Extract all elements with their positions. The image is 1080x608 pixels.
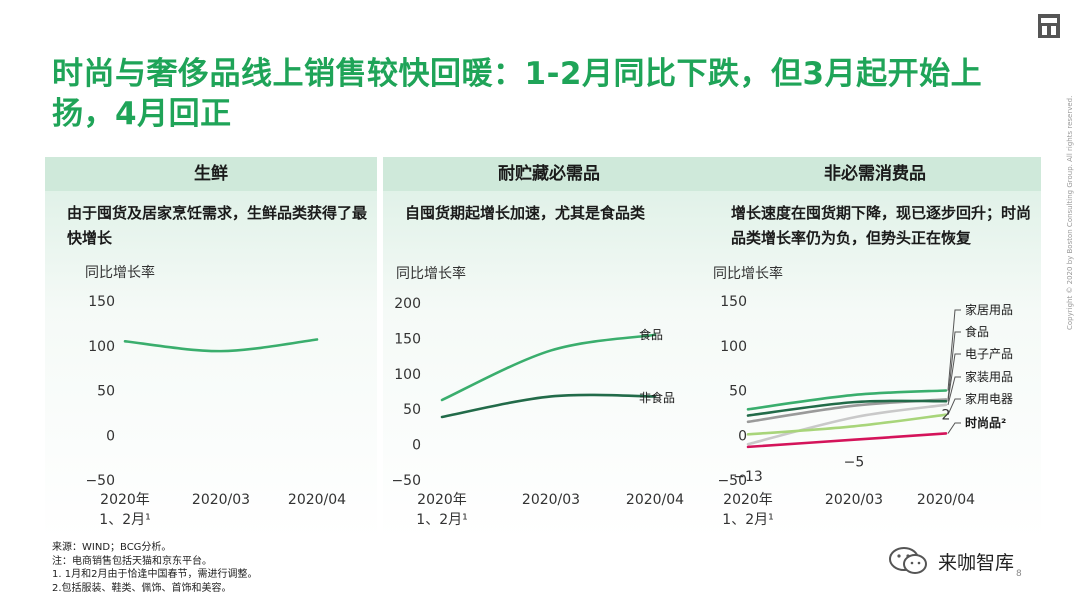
label-leader-line [947, 398, 961, 415]
panel-description: 自囤货期起增长加速，尤其是食品类 [405, 204, 646, 222]
wechat-label: 来咖智库 [938, 552, 1015, 574]
label-leader-line [947, 376, 961, 405]
panel-header: 耐贮藏必需品 [383, 157, 715, 191]
copyright-notice: Copyright © 2020 by Boston Consulting Gr… [1066, 95, 1074, 330]
x-tick-label: 2020/04 [288, 492, 346, 508]
y-tick-label: 200 [394, 296, 421, 312]
wechat-icon [889, 547, 927, 574]
series-label: 电子产品 [965, 347, 1013, 361]
y-axis-label: 同比增长率 [713, 265, 783, 282]
value-annotation: −13 [733, 469, 763, 485]
y-tick-label: −50 [391, 473, 421, 489]
panel-header: 非必需消费品 [709, 157, 1041, 191]
footnote-2: 2.包括服装、鞋类、佩饰、首饰和美容。 [52, 582, 232, 594]
y-tick-label: 150 [394, 331, 421, 347]
footnotes: 来源：WIND；BCG分析。 注：电商销售包括天猫和京东平台。 1. 1月和2月… [52, 541, 257, 595]
store-icon [1038, 14, 1060, 38]
wechat-watermark: 来咖智库 [888, 546, 1058, 576]
y-tick-label: 150 [720, 294, 747, 310]
durable-essentials-chart: 同比增长率 200 150 100 50 0 −50 2020年 1、2月¹ 2020/03 202… [391, 265, 684, 528]
label-leader-line [947, 422, 961, 434]
x-tick-label: 2020年 1、2月¹ [722, 492, 773, 528]
value-annotation: −5 [844, 455, 865, 471]
footnote-1: 1. 1月和2月由于恰逢中国春节，需进行调整。 [52, 569, 258, 580]
series-line [123, 338, 319, 353]
y-tick-label: 100 [394, 367, 421, 383]
series-line [746, 399, 948, 417]
x-tick-label: 2020/04 [626, 492, 684, 508]
series-label: 食品 [639, 327, 663, 342]
series-line [440, 393, 657, 419]
y-tick-label: 0 [106, 428, 115, 444]
y-tick-label: −50 [85, 473, 115, 489]
y-tick-label: 50 [97, 384, 115, 400]
series-line [746, 432, 948, 449]
x-tick-label: 2020/03 [825, 492, 883, 508]
footnote-note: 注：电商销售包括天猫和京东平台。 [52, 555, 212, 567]
label-leader-line [947, 309, 961, 391]
label-leader-line [947, 353, 961, 402]
y-axis-label: 同比增长率 [85, 264, 155, 281]
footnote-source: 来源：WIND；BCG分析。 [52, 542, 172, 553]
y-tick-label: 150 [88, 294, 115, 310]
y-tick-label: 100 [720, 339, 747, 355]
series-label: 时尚品² [965, 415, 1006, 430]
panel-header: 生鲜 [45, 157, 377, 191]
series-line [746, 389, 948, 411]
y-tick-label: 0 [412, 438, 421, 454]
fresh-growth-chart: 同比增长率 150 100 50 0 −50 2020年 1、2月¹ 2020/03 2020/0… [85, 264, 346, 528]
page-number: 8 [1016, 569, 1022, 579]
y-tick-label: 50 [403, 402, 421, 418]
label-leader-line [947, 331, 961, 400]
panel-description: 增长速度在囤货期下降，现已逐步回升；时尚品类增长率仍为负，但势头正在恢复 [731, 204, 1032, 247]
panel-durable-essentials: 耐贮藏必需品 自囤货期起增长加速，尤其是食品类 同比增长率 200 150 100 50… [383, 157, 715, 540]
x-tick-label: 2020年 1、2月¹ [99, 492, 150, 528]
series-line [746, 413, 948, 436]
value-annotation: 2 [942, 407, 951, 423]
y-axis-label: 同比增长率 [396, 265, 466, 282]
y-tick-label: 100 [88, 339, 115, 355]
panel-fresh: 生鲜 由于囤货及居家烹饪需求，生鲜品类获得了最快增长 同比增长率 150 100 50… [45, 157, 377, 540]
x-tick-label: 2020/04 [917, 492, 975, 508]
x-tick-label: 2020/03 [192, 492, 250, 508]
series-label: 食品 [965, 324, 989, 339]
series-label: 家用电器 [965, 391, 1013, 406]
y-tick-label: −50 [717, 473, 747, 489]
series-label: 家居用品 [965, 302, 1013, 317]
x-tick-label: 2020/03 [522, 492, 580, 508]
series-label: 非食品 [639, 390, 675, 405]
x-tick-label: 2020年 1、2月¹ [416, 492, 467, 528]
non-essentials-chart: 同比增长率 150 100 50 0 −50 2020年 1、2月¹ 2020/03 2020/0… [713, 265, 1013, 528]
y-tick-label: 0 [738, 428, 747, 444]
series-label: 家装用品 [965, 369, 1013, 384]
series-line [746, 403, 948, 446]
y-tick-label: 50 [729, 384, 747, 400]
panel-non-essentials: 非必需消费品 增长速度在囤货期下降，现已逐步回升；时尚品类增长率仍为负，但势头正… [709, 157, 1041, 540]
panel-description: 由于囤货及居家烹饪需求，生鲜品类获得了最快增长 [67, 204, 368, 247]
page-title: 时尚与奢侈品线上销售较快回暖：1-2月同比下跌，但3月起开始上扬，4月回正 [52, 56, 983, 132]
series-line [440, 333, 657, 402]
